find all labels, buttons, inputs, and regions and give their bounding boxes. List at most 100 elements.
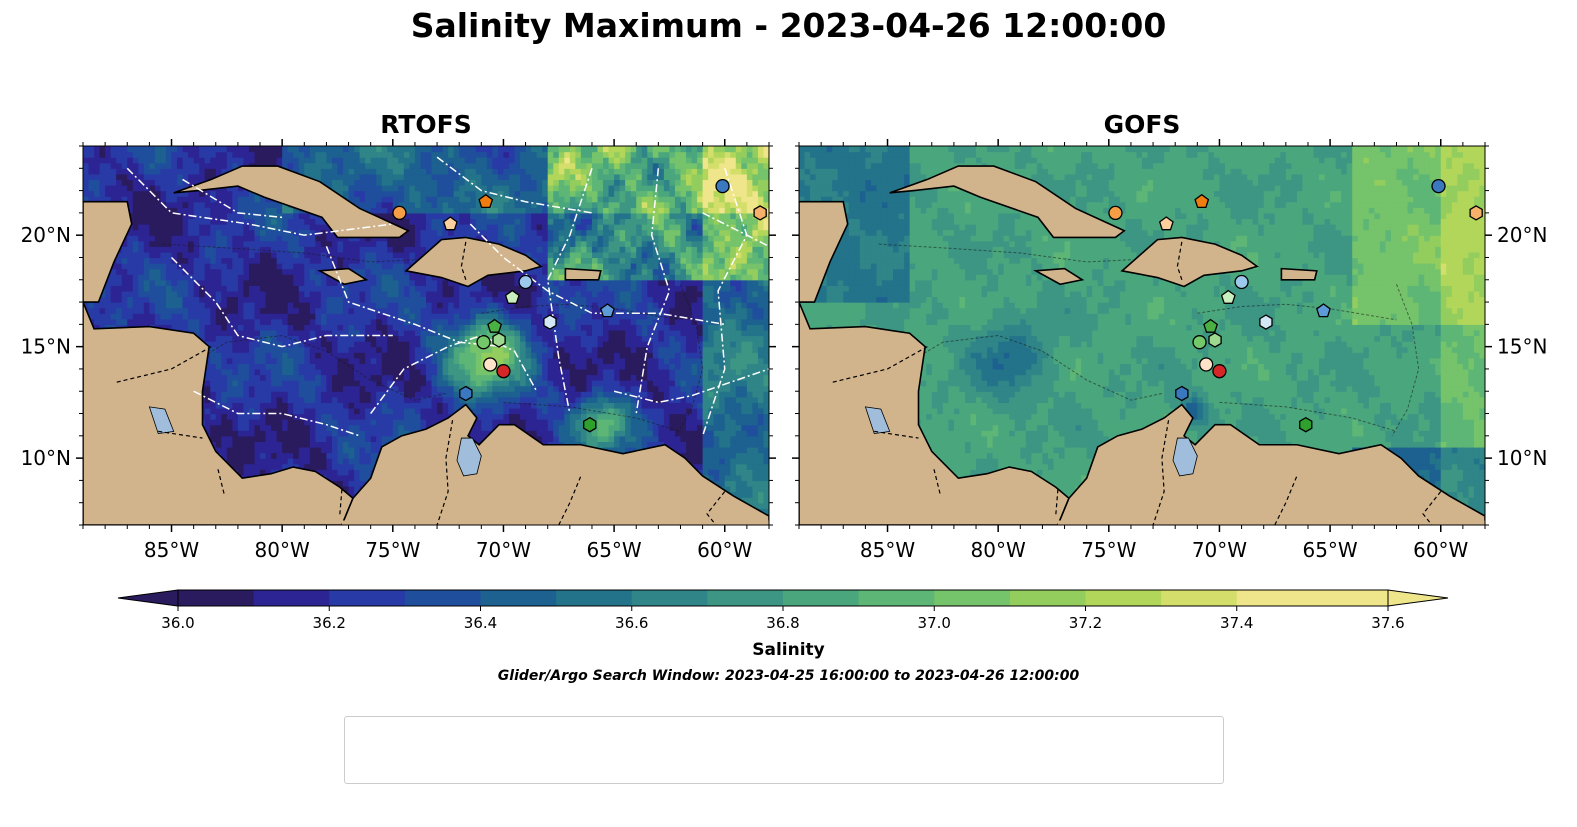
platform-4903244 bbox=[1469, 205, 1483, 221]
platform-4903629 bbox=[1299, 416, 1313, 433]
x-tick-label: 70°W bbox=[1192, 538, 1247, 562]
platform-4903629 bbox=[583, 416, 597, 433]
platform-3901861 bbox=[600, 303, 615, 318]
land-south_america bbox=[1057, 403, 1485, 525]
platform-5906437 bbox=[1203, 318, 1219, 333]
x-tick-label: 85°W bbox=[144, 538, 199, 562]
y-tick-label: 20°N bbox=[21, 223, 71, 247]
land-cuba bbox=[889, 165, 1126, 239]
y-tick-label: 10°N bbox=[1497, 446, 1547, 470]
colorbar-tick-label: 37.2 bbox=[1069, 614, 1102, 632]
country-border bbox=[706, 491, 726, 525]
platform-4902113 bbox=[478, 193, 494, 209]
x-tick-label: 60°W bbox=[1413, 538, 1468, 562]
platform-6903137 bbox=[496, 364, 511, 379]
land-south bbox=[341, 520, 769, 525]
platform-6903135 bbox=[492, 332, 506, 348]
search-window-text: Glider/Argo Search Window: 2023-04-25 16… bbox=[497, 668, 1080, 684]
country-border bbox=[158, 430, 203, 439]
colorbar-tick-label: 37.0 bbox=[918, 614, 951, 632]
colorbar-bin bbox=[707, 590, 784, 606]
lake-nicaragua bbox=[148, 406, 175, 435]
eez-boundary bbox=[193, 390, 360, 437]
eez-boundary bbox=[469, 223, 725, 326]
platform-3902456 bbox=[518, 274, 533, 290]
map-panel-0: 85°W 80°W 75°W 70°W 65°W 60°W 10°N 15°N 20°N bbox=[21, 139, 776, 562]
land-hispaniola bbox=[1120, 236, 1259, 288]
x-tick-label: 80°W bbox=[971, 538, 1026, 562]
colorbar-bin bbox=[404, 590, 481, 606]
platform-3902457 bbox=[1259, 314, 1273, 330]
land-south_america bbox=[341, 403, 769, 525]
colorbar-tick-label: 36.2 bbox=[313, 614, 346, 632]
map-frame bbox=[82, 145, 770, 526]
country-border bbox=[1055, 489, 1059, 517]
platform-6903134 bbox=[476, 335, 491, 350]
colorbar-bin bbox=[178, 590, 255, 606]
figure-title: Salinity Maximum - 2023-04-26 12:00:00 bbox=[410, 6, 1167, 45]
colorbar-bin bbox=[253, 590, 330, 606]
colorbar: 36.0 36.2 36.4 36.6 36.8 37.0 37.2 37.4 37.6 bbox=[117, 589, 1449, 632]
country-border bbox=[217, 469, 226, 497]
country-border bbox=[874, 430, 919, 439]
country-border bbox=[339, 489, 343, 517]
eez-boundary bbox=[126, 167, 393, 236]
x-tick-label: 75°W bbox=[1081, 538, 1136, 562]
bathymetry-contour bbox=[1197, 303, 1397, 321]
platform-6903135 bbox=[1208, 332, 1222, 348]
platform-4903051 bbox=[1108, 205, 1123, 221]
y-tick-label: 10°N bbox=[21, 446, 71, 470]
platform-4903333 bbox=[1158, 216, 1174, 231]
platform-3902456 bbox=[1234, 274, 1249, 290]
panel-title-gofs: GOFS bbox=[1103, 110, 1181, 139]
platform-1902313 bbox=[715, 178, 730, 194]
country-border bbox=[116, 346, 212, 383]
colorbar-bin bbox=[1085, 590, 1162, 606]
eez-boundary bbox=[702, 212, 769, 247]
y-tick-label: 15°N bbox=[21, 335, 71, 359]
colorbar-bin bbox=[783, 590, 860, 606]
platform-4903244 bbox=[753, 205, 767, 221]
bathymetry-contour bbox=[503, 401, 681, 432]
land-puerto_rico bbox=[564, 267, 602, 281]
map-frame bbox=[798, 145, 1486, 526]
x-tick-label: 75°W bbox=[365, 538, 420, 562]
platform-6903136 bbox=[504, 289, 520, 304]
x-tick-label: 60°W bbox=[697, 538, 752, 562]
land-south bbox=[1057, 520, 1485, 525]
colorbar-bin bbox=[1009, 590, 1086, 606]
colorbar-bin bbox=[934, 590, 1011, 606]
land-hispaniola bbox=[404, 236, 543, 288]
platform-4903051 bbox=[392, 205, 407, 221]
land-yucatan bbox=[799, 200, 849, 303]
colorbar-tick-label: 36.6 bbox=[615, 614, 648, 632]
colorbar-bin bbox=[329, 590, 406, 606]
land-cuba bbox=[173, 165, 410, 239]
y-tick-label: 15°N bbox=[1497, 335, 1547, 359]
land-yucatan bbox=[83, 200, 133, 303]
country-border bbox=[933, 469, 942, 497]
bathymetry-contour bbox=[878, 243, 1131, 263]
lake-maracaibo bbox=[456, 437, 482, 477]
bathymetry-contour bbox=[1219, 401, 1397, 432]
lake-nicaragua bbox=[864, 406, 891, 435]
country-border bbox=[832, 346, 928, 383]
land-jamaica bbox=[1033, 267, 1085, 286]
platform-2903766 bbox=[459, 385, 473, 402]
colorbar-bin bbox=[556, 590, 633, 606]
platform-6903136 bbox=[1220, 289, 1236, 304]
colorbar-extend-max bbox=[1387, 589, 1449, 607]
country-border bbox=[1422, 491, 1442, 525]
colorbar-tick-label: 37.6 bbox=[1371, 614, 1404, 632]
platform-legend bbox=[344, 716, 1224, 784]
colorbar-bin bbox=[1236, 590, 1313, 606]
platform-4902113 bbox=[1194, 193, 1210, 209]
colorbar-bin bbox=[1161, 590, 1238, 606]
colorbar-bin bbox=[631, 590, 708, 606]
eez-boundary bbox=[170, 256, 393, 348]
colorbar-bin bbox=[858, 590, 935, 606]
x-tick-label: 70°W bbox=[476, 538, 531, 562]
land-jamaica bbox=[317, 267, 369, 286]
